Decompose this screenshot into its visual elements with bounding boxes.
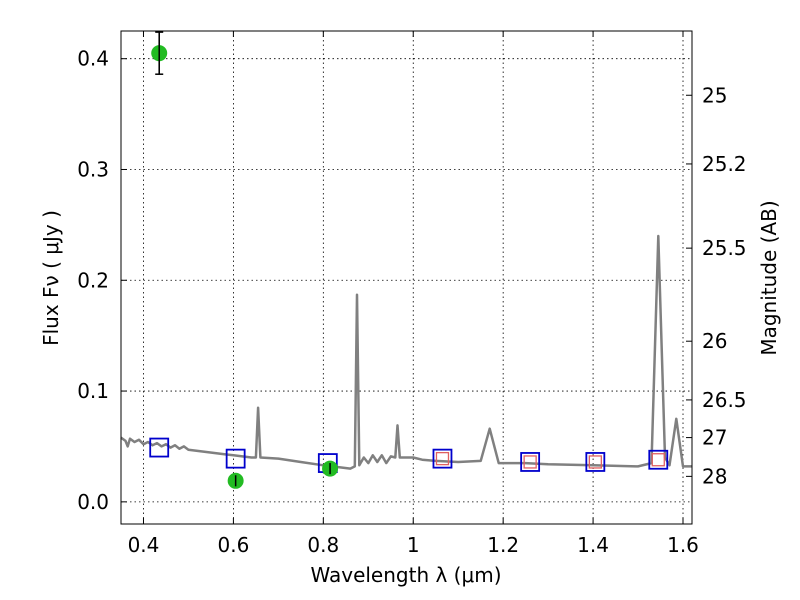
y-tick-label: 0.3 <box>77 157 109 181</box>
model-square <box>588 455 602 469</box>
y2-tick-label: 25.5 <box>702 236 747 260</box>
y2-tick-label: 26 <box>702 329 727 353</box>
y2-axis-label: Magnitude (AB) <box>757 200 781 355</box>
y2-tick-label: 25.2 <box>702 152 747 176</box>
grid-lines <box>121 31 692 524</box>
y2-tick-label: 26.5 <box>702 388 747 412</box>
y2-tick-label: 28 <box>702 464 727 488</box>
photometry-square <box>149 437 170 458</box>
plot-frame <box>120 30 693 525</box>
y-tick-label: 0.1 <box>77 379 109 403</box>
photometry-square <box>432 448 453 469</box>
x-tick-label: 0.4 <box>128 533 160 557</box>
y-tick-label: 0.4 <box>77 47 109 71</box>
photometry-square <box>648 449 669 470</box>
axes: 0.4 0.6 0.8 1 1.2 1.4 1.6 0.0 0.1 0.2 0.3 0.4 25 25.2… <box>77 31 747 557</box>
x-axis-label: Wavelength λ (μm) <box>310 563 501 587</box>
photometry-square <box>520 452 541 472</box>
model-square <box>435 451 450 466</box>
photometry-square <box>225 448 246 469</box>
x-tick-label: 1.6 <box>667 533 699 557</box>
x-tick-label: 0.8 <box>307 533 339 557</box>
y-axis-label: Flux Fν ( μJy ) <box>39 210 63 346</box>
y2-tick-label: 27 <box>702 426 727 450</box>
x-tick-label: 0.6 <box>217 533 249 557</box>
model-square <box>523 455 537 469</box>
y2-tick-label: 25 <box>702 83 727 107</box>
y-tick-label: 0.0 <box>77 490 109 514</box>
x-tick-label: 1.2 <box>487 533 519 557</box>
model-square <box>651 453 665 467</box>
plot-area <box>120 31 692 489</box>
photometry-square <box>585 452 606 472</box>
spectrum-line <box>120 234 692 470</box>
y-tick-label: 0.2 <box>77 268 109 292</box>
x-tick-label: 1.4 <box>577 533 609 557</box>
x-tick-label: 1 <box>407 533 420 557</box>
